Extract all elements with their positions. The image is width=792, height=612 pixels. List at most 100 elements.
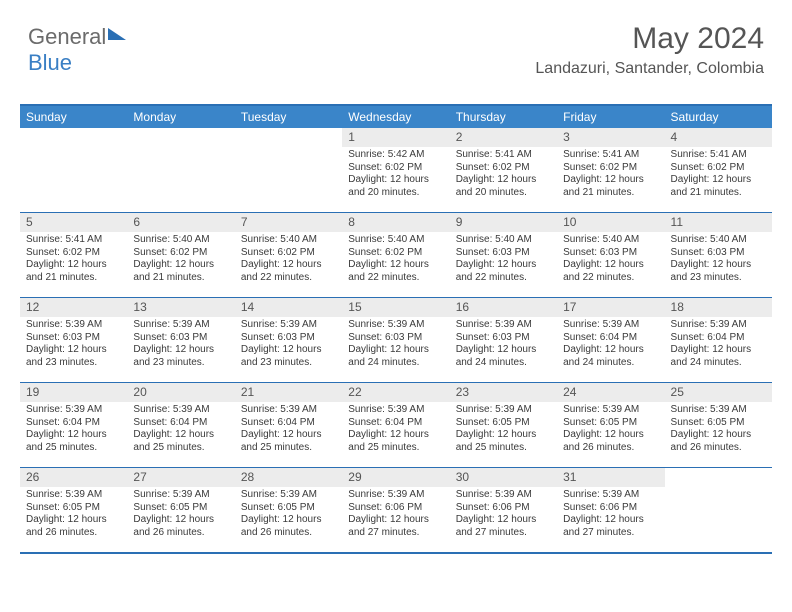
day-number: 13	[127, 298, 234, 317]
day-number: 21	[235, 383, 342, 402]
calendar-day: 6Sunrise: 5:40 AMSunset: 6:02 PMDaylight…	[127, 213, 234, 297]
calendar-day: 28Sunrise: 5:39 AMSunset: 6:05 PMDayligh…	[235, 468, 342, 552]
calendar: SundayMondayTuesdayWednesdayThursdayFrid…	[20, 104, 772, 554]
day-number: 16	[450, 298, 557, 317]
day-number: 9	[450, 213, 557, 232]
calendar-day: 12Sunrise: 5:39 AMSunset: 6:03 PMDayligh…	[20, 298, 127, 382]
day-number: 4	[665, 128, 772, 147]
calendar-day: 20Sunrise: 5:39 AMSunset: 6:04 PMDayligh…	[127, 383, 234, 467]
day-number: 3	[557, 128, 664, 147]
day-info: Sunrise: 5:41 AMSunset: 6:02 PMDaylight:…	[665, 147, 772, 203]
day-number: 5	[20, 213, 127, 232]
day-number: 8	[342, 213, 449, 232]
day-info: Sunrise: 5:39 AMSunset: 6:06 PMDaylight:…	[450, 487, 557, 543]
day-info: Sunrise: 5:39 AMSunset: 6:06 PMDaylight:…	[557, 487, 664, 543]
day-info: Sunrise: 5:39 AMSunset: 6:04 PMDaylight:…	[665, 317, 772, 373]
logo-triangle-icon	[108, 28, 126, 40]
weekday-header: Sunday	[20, 106, 127, 128]
day-number: 10	[557, 213, 664, 232]
weekday-header: Wednesday	[342, 106, 449, 128]
day-info: Sunrise: 5:39 AMSunset: 6:03 PMDaylight:…	[450, 317, 557, 373]
calendar-week: 26Sunrise: 5:39 AMSunset: 6:05 PMDayligh…	[20, 467, 772, 552]
calendar-day: 5Sunrise: 5:41 AMSunset: 6:02 PMDaylight…	[20, 213, 127, 297]
day-info: Sunrise: 5:40 AMSunset: 6:03 PMDaylight:…	[557, 232, 664, 288]
day-number: 25	[665, 383, 772, 402]
day-info: Sunrise: 5:39 AMSunset: 6:04 PMDaylight:…	[20, 402, 127, 458]
calendar-week: 1Sunrise: 5:42 AMSunset: 6:02 PMDaylight…	[20, 128, 772, 212]
day-number: 20	[127, 383, 234, 402]
calendar-day: 10Sunrise: 5:40 AMSunset: 6:03 PMDayligh…	[557, 213, 664, 297]
day-info: Sunrise: 5:40 AMSunset: 6:02 PMDaylight:…	[235, 232, 342, 288]
calendar-week: 5Sunrise: 5:41 AMSunset: 6:02 PMDaylight…	[20, 212, 772, 297]
day-info: Sunrise: 5:39 AMSunset: 6:03 PMDaylight:…	[127, 317, 234, 373]
day-number: 23	[450, 383, 557, 402]
day-number: 27	[127, 468, 234, 487]
day-number: 29	[342, 468, 449, 487]
logo: General Blue	[28, 24, 126, 76]
day-info: Sunrise: 5:39 AMSunset: 6:03 PMDaylight:…	[235, 317, 342, 373]
day-info: Sunrise: 5:39 AMSunset: 6:04 PMDaylight:…	[235, 402, 342, 458]
day-number: 2	[450, 128, 557, 147]
day-number: 12	[20, 298, 127, 317]
calendar-day: 16Sunrise: 5:39 AMSunset: 6:03 PMDayligh…	[450, 298, 557, 382]
calendar-day: 15Sunrise: 5:39 AMSunset: 6:03 PMDayligh…	[342, 298, 449, 382]
month-title: May 2024	[535, 22, 764, 56]
day-number: 7	[235, 213, 342, 232]
day-info: Sunrise: 5:39 AMSunset: 6:05 PMDaylight:…	[235, 487, 342, 543]
title-block: May 2024 Landazuri, Santander, Colombia	[535, 22, 764, 78]
day-number: 26	[20, 468, 127, 487]
day-info: Sunrise: 5:40 AMSunset: 6:02 PMDaylight:…	[127, 232, 234, 288]
weekday-header: Thursday	[450, 106, 557, 128]
weekday-header: Tuesday	[235, 106, 342, 128]
day-number: 15	[342, 298, 449, 317]
logo-text-2: Blue	[28, 50, 72, 75]
day-number: 24	[557, 383, 664, 402]
calendar-day: 30Sunrise: 5:39 AMSunset: 6:06 PMDayligh…	[450, 468, 557, 552]
day-info: Sunrise: 5:39 AMSunset: 6:05 PMDaylight:…	[20, 487, 127, 543]
calendar-day: 13Sunrise: 5:39 AMSunset: 6:03 PMDayligh…	[127, 298, 234, 382]
weekday-header: Monday	[127, 106, 234, 128]
calendar-day	[665, 468, 772, 552]
day-info: Sunrise: 5:41 AMSunset: 6:02 PMDaylight:…	[557, 147, 664, 203]
day-info: Sunrise: 5:39 AMSunset: 6:06 PMDaylight:…	[342, 487, 449, 543]
day-info: Sunrise: 5:39 AMSunset: 6:05 PMDaylight:…	[557, 402, 664, 458]
calendar-day: 7Sunrise: 5:40 AMSunset: 6:02 PMDaylight…	[235, 213, 342, 297]
day-number: 18	[665, 298, 772, 317]
calendar-day	[20, 128, 127, 212]
weekday-header-row: SundayMondayTuesdayWednesdayThursdayFrid…	[20, 106, 772, 128]
calendar-day: 8Sunrise: 5:40 AMSunset: 6:02 PMDaylight…	[342, 213, 449, 297]
day-info: Sunrise: 5:41 AMSunset: 6:02 PMDaylight:…	[450, 147, 557, 203]
calendar-day: 3Sunrise: 5:41 AMSunset: 6:02 PMDaylight…	[557, 128, 664, 212]
day-number: 6	[127, 213, 234, 232]
day-info: Sunrise: 5:39 AMSunset: 6:05 PMDaylight:…	[127, 487, 234, 543]
day-info: Sunrise: 5:40 AMSunset: 6:02 PMDaylight:…	[342, 232, 449, 288]
day-number: 1	[342, 128, 449, 147]
calendar-day: 1Sunrise: 5:42 AMSunset: 6:02 PMDaylight…	[342, 128, 449, 212]
calendar-day: 18Sunrise: 5:39 AMSunset: 6:04 PMDayligh…	[665, 298, 772, 382]
day-info: Sunrise: 5:39 AMSunset: 6:03 PMDaylight:…	[20, 317, 127, 373]
day-info: Sunrise: 5:39 AMSunset: 6:03 PMDaylight:…	[342, 317, 449, 373]
day-info: Sunrise: 5:39 AMSunset: 6:04 PMDaylight:…	[557, 317, 664, 373]
location-subtitle: Landazuri, Santander, Colombia	[535, 60, 764, 78]
day-info: Sunrise: 5:40 AMSunset: 6:03 PMDaylight:…	[665, 232, 772, 288]
calendar-day: 21Sunrise: 5:39 AMSunset: 6:04 PMDayligh…	[235, 383, 342, 467]
calendar-day: 23Sunrise: 5:39 AMSunset: 6:05 PMDayligh…	[450, 383, 557, 467]
calendar-day: 31Sunrise: 5:39 AMSunset: 6:06 PMDayligh…	[557, 468, 664, 552]
day-info: Sunrise: 5:41 AMSunset: 6:02 PMDaylight:…	[20, 232, 127, 288]
day-info: Sunrise: 5:39 AMSunset: 6:05 PMDaylight:…	[450, 402, 557, 458]
day-number: 31	[557, 468, 664, 487]
day-number: 22	[342, 383, 449, 402]
calendar-day: 2Sunrise: 5:41 AMSunset: 6:02 PMDaylight…	[450, 128, 557, 212]
calendar-week: 12Sunrise: 5:39 AMSunset: 6:03 PMDayligh…	[20, 297, 772, 382]
calendar-day: 11Sunrise: 5:40 AMSunset: 6:03 PMDayligh…	[665, 213, 772, 297]
weekday-header: Saturday	[665, 106, 772, 128]
calendar-day: 19Sunrise: 5:39 AMSunset: 6:04 PMDayligh…	[20, 383, 127, 467]
calendar-day: 9Sunrise: 5:40 AMSunset: 6:03 PMDaylight…	[450, 213, 557, 297]
calendar-day	[127, 128, 234, 212]
day-info: Sunrise: 5:42 AMSunset: 6:02 PMDaylight:…	[342, 147, 449, 203]
calendar-day: 17Sunrise: 5:39 AMSunset: 6:04 PMDayligh…	[557, 298, 664, 382]
day-number: 19	[20, 383, 127, 402]
day-number: 11	[665, 213, 772, 232]
day-info: Sunrise: 5:40 AMSunset: 6:03 PMDaylight:…	[450, 232, 557, 288]
calendar-day: 29Sunrise: 5:39 AMSunset: 6:06 PMDayligh…	[342, 468, 449, 552]
